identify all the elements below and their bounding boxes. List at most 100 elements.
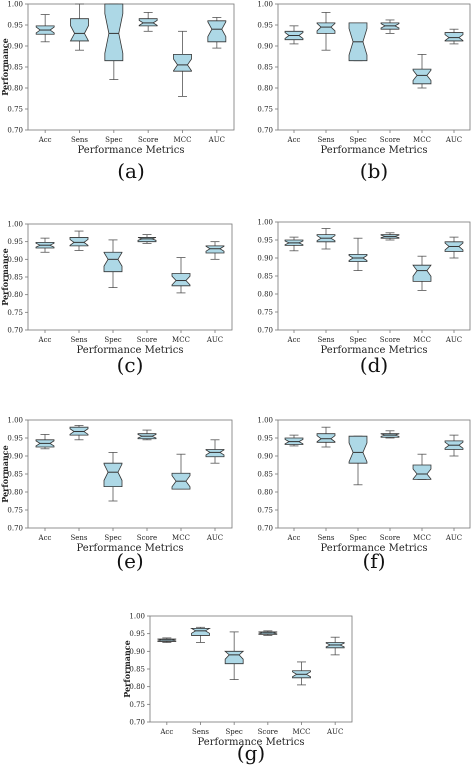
panel-caption: (e) <box>116 549 143 573</box>
y-tick-label: 0.70 <box>7 127 23 135</box>
x-tick-label: Sens <box>70 336 87 344</box>
box-auc <box>205 449 225 458</box>
x-tick-label: AUC <box>445 336 462 344</box>
panel-caption: (c) <box>117 353 144 377</box>
y-tick-label: 0.85 <box>7 471 23 479</box>
y-tick-label: 0.80 <box>257 85 273 93</box>
y-tick-label: 0.70 <box>257 127 273 135</box>
y-tick-label: 0.90 <box>7 453 23 461</box>
y-tick-label: 1.00 <box>7 1 23 9</box>
x-tick-label: Spec <box>225 728 242 736</box>
y-axis-label: Performance <box>0 248 10 306</box>
x-tick-label: Score <box>258 728 278 736</box>
panel-caption: (b) <box>360 159 388 183</box>
x-tick-label: AUC <box>326 728 343 736</box>
panel-caption: (a) <box>117 159 145 183</box>
x-tick-label: AUC <box>445 136 462 144</box>
panel-caption: (f) <box>362 549 385 573</box>
panel-caption: (g) <box>237 741 265 765</box>
y-tick-label: 0.90 <box>257 255 273 263</box>
x-tick-label: Score <box>137 336 157 344</box>
y-axis-label: Performance <box>0 445 10 503</box>
box-spec <box>348 435 368 464</box>
panel-b: 0.70 0.75 0.80 0.85 0.90 0.95 1.00 Acc Sens Spec S… <box>257 1 471 183</box>
x-tick-label: Spec <box>104 534 121 542</box>
y-tick-label: 0.70 <box>257 327 273 335</box>
box-mcc <box>173 54 192 72</box>
box-mcc <box>412 264 432 282</box>
x-tick-label: Acc <box>159 728 173 736</box>
x-tick-label: MCC <box>293 728 311 736</box>
box-auc <box>444 32 464 42</box>
x-axis-label: Performance Metrics <box>78 145 185 156</box>
y-tick-label: 1.00 <box>129 613 145 621</box>
x-tick-label: Acc <box>287 534 301 542</box>
x-axis-label: Performance Metrics <box>77 543 184 554</box>
y-tick-label: 0.95 <box>257 237 273 245</box>
x-axis-label: Performance Metrics <box>321 145 428 156</box>
panel-c: 0.70 0.75 0.80 0.85 0.90 0.95 1.00 Performance A… <box>0 221 233 377</box>
axes-frame <box>27 223 233 331</box>
panel-a: 0.70 0.75 0.80 0.85 0.90 0.95 1.00 Performance A… <box>0 1 235 183</box>
x-tick-label: Sens <box>192 728 209 736</box>
y-tick-label: 0.75 <box>257 106 273 114</box>
x-axis-label: Performance Metrics <box>198 737 305 748</box>
panel-caption: (d) <box>360 353 388 377</box>
panel-f: 0.70 0.75 0.80 0.85 0.90 0.95 1.00 Acc Sens Spec S… <box>257 417 471 573</box>
y-tick-label: 0.95 <box>129 630 145 638</box>
x-tick-label: Acc <box>38 336 52 344</box>
x-tick-label: MCC <box>413 136 431 144</box>
x-tick-label: MCC <box>172 336 190 344</box>
y-tick-label: 1.00 <box>257 1 273 9</box>
x-tick-label: Spec <box>349 534 366 542</box>
box-auc <box>205 245 225 254</box>
x-tick-label: Spec <box>105 136 122 144</box>
y-tick-label: 0.80 <box>7 85 23 93</box>
x-tick-label: Score <box>380 136 400 144</box>
box-sens <box>69 237 89 247</box>
y-tick-label: 0.75 <box>129 701 145 709</box>
x-tick-label: Acc <box>287 336 301 344</box>
box-sens <box>69 18 90 42</box>
x-tick-label: Spec <box>104 336 121 344</box>
y-tick-label: 0.80 <box>7 489 23 497</box>
box-spec <box>103 462 123 487</box>
y-tick-label: 0.70 <box>129 719 145 727</box>
y-tick-label: 0.75 <box>7 106 23 114</box>
y-tick-label: 0.80 <box>7 291 23 299</box>
y-tick-label: 0.75 <box>257 507 273 515</box>
y-tick-label: 1.00 <box>7 417 23 425</box>
y-tick-label: 0.70 <box>7 525 23 533</box>
x-tick-label: Sens <box>317 336 334 344</box>
x-tick-label: AUC <box>206 534 223 542</box>
x-tick-label: MCC <box>172 534 190 542</box>
axes-frame <box>27 419 233 529</box>
box-sens <box>190 627 211 636</box>
y-tick-label: 0.90 <box>257 453 273 461</box>
box-auc <box>207 20 227 43</box>
y-tick-label: 0.75 <box>7 507 23 515</box>
y-tick-label: 0.75 <box>257 309 273 317</box>
box-score <box>138 18 158 27</box>
y-tick-label: 0.95 <box>7 22 23 30</box>
y-tick-label: 1.00 <box>7 221 23 229</box>
x-axis-label: Performance Metrics <box>77 345 184 356</box>
y-tick-label: 0.80 <box>257 291 273 299</box>
y-tick-label: 0.70 <box>7 327 23 335</box>
axes-frame <box>277 221 471 331</box>
y-tick-label: 0.90 <box>257 43 273 51</box>
y-tick-label: 0.70 <box>257 525 273 533</box>
y-tick-label: 0.95 <box>257 22 273 30</box>
x-tick-label: Acc <box>38 136 52 144</box>
x-tick-label: Sens <box>70 534 87 542</box>
y-tick-label: 0.90 <box>7 43 23 51</box>
box-mcc <box>171 273 191 287</box>
axes-frame <box>149 615 353 723</box>
x-tick-label: Sens <box>317 534 334 542</box>
x-tick-label: Score <box>138 136 158 144</box>
y-tick-label: 0.80 <box>129 683 145 691</box>
box-sens <box>316 22 336 34</box>
box-spec <box>224 650 245 665</box>
x-axis-label: Performance Metrics <box>321 345 428 356</box>
